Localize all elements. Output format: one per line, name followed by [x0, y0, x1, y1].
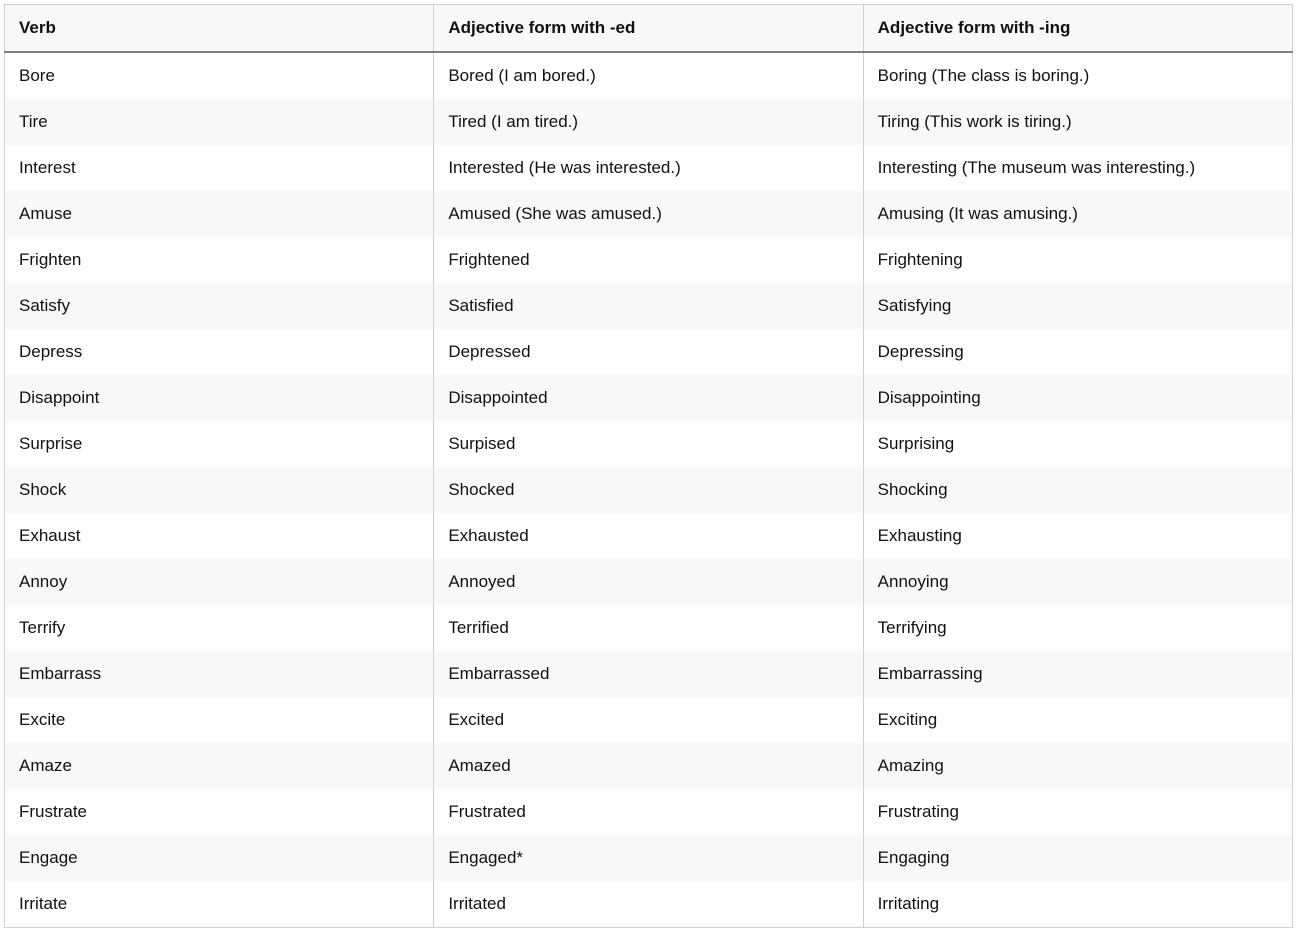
cell-ed: Embarrassed	[434, 651, 863, 697]
cell-ed: Disappointed	[434, 375, 863, 421]
cell-ing: Annoying	[863, 559, 1292, 605]
cell-verb: Satisfy	[5, 283, 434, 329]
column-header-verb: Verb	[5, 5, 434, 53]
cell-ed: Satisfied	[434, 283, 863, 329]
cell-ed: Bored (I am bored.)	[434, 52, 863, 99]
table-row: BoreBored (I am bored.)Boring (The class…	[5, 52, 1293, 99]
cell-ing: Satisfying	[863, 283, 1292, 329]
cell-ed: Irritated	[434, 881, 863, 928]
table-header-row: Verb Adjective form with -ed Adjective f…	[5, 5, 1293, 53]
cell-ed: Frustrated	[434, 789, 863, 835]
cell-verb: Bore	[5, 52, 434, 99]
cell-ing: Frightening	[863, 237, 1292, 283]
cell-ed: Exhausted	[434, 513, 863, 559]
cell-ing: Exhausting	[863, 513, 1292, 559]
cell-verb: Irritate	[5, 881, 434, 928]
cell-ing: Disappointing	[863, 375, 1292, 421]
cell-ed: Frightened	[434, 237, 863, 283]
cell-ing: Shocking	[863, 467, 1292, 513]
cell-ed: Excited	[434, 697, 863, 743]
cell-verb: Amaze	[5, 743, 434, 789]
table-row: DepressDepressedDepressing	[5, 329, 1293, 375]
table-row: SatisfySatisfiedSatisfying	[5, 283, 1293, 329]
cell-verb: Excite	[5, 697, 434, 743]
table-row: AnnoyAnnoyedAnnoying	[5, 559, 1293, 605]
table-row: FrightenFrightenedFrightening	[5, 237, 1293, 283]
table-row: TerrifyTerrifiedTerrifying	[5, 605, 1293, 651]
cell-ing: Engaging	[863, 835, 1292, 881]
cell-ed: Terrified	[434, 605, 863, 651]
cell-verb: Frustrate	[5, 789, 434, 835]
cell-ed: Amazed	[434, 743, 863, 789]
cell-verb: Depress	[5, 329, 434, 375]
table-body: BoreBored (I am bored.)Boring (The class…	[5, 52, 1293, 928]
cell-verb: Annoy	[5, 559, 434, 605]
cell-verb: Exhaust	[5, 513, 434, 559]
cell-ing: Embarrassing	[863, 651, 1292, 697]
cell-ed: Annoyed	[434, 559, 863, 605]
cell-ed: Tired (I am tired.)	[434, 99, 863, 145]
cell-ing: Amusing (It was amusing.)	[863, 191, 1292, 237]
table-row: ShockShockedShocking	[5, 467, 1293, 513]
cell-verb: Amuse	[5, 191, 434, 237]
cell-verb: Shock	[5, 467, 434, 513]
cell-ed: Engaged*	[434, 835, 863, 881]
table-row: DisappointDisappointedDisappointing	[5, 375, 1293, 421]
cell-ed: Depressed	[434, 329, 863, 375]
column-header-ing: Adjective form with -ing	[863, 5, 1292, 53]
table-row: EngageEngaged*Engaging	[5, 835, 1293, 881]
cell-ed: Amused (She was amused.)	[434, 191, 863, 237]
table-row: FrustrateFrustratedFrustrating	[5, 789, 1293, 835]
cell-verb: Engage	[5, 835, 434, 881]
table-row: AmuseAmused (She was amused.)Amusing (It…	[5, 191, 1293, 237]
cell-verb: Terrify	[5, 605, 434, 651]
cell-ed: Shocked	[434, 467, 863, 513]
table-row: TireTired (I am tired.)Tiring (This work…	[5, 99, 1293, 145]
cell-verb: Surprise	[5, 421, 434, 467]
table-row: ExciteExcitedExciting	[5, 697, 1293, 743]
cell-ing: Boring (The class is boring.)	[863, 52, 1292, 99]
cell-ing: Frustrating	[863, 789, 1292, 835]
table-row: SurpriseSurpisedSurprising	[5, 421, 1293, 467]
cell-verb: Frighten	[5, 237, 434, 283]
cell-ing: Exciting	[863, 697, 1292, 743]
cell-verb: Embarrass	[5, 651, 434, 697]
cell-ed: Interested (He was interested.)	[434, 145, 863, 191]
cell-ing: Surprising	[863, 421, 1292, 467]
table-row: AmazeAmazedAmazing	[5, 743, 1293, 789]
cell-verb: Disappoint	[5, 375, 434, 421]
cell-ing: Interesting (The museum was interesting.…	[863, 145, 1292, 191]
cell-ing: Irritating	[863, 881, 1292, 928]
verb-adjective-table: Verb Adjective form with -ed Adjective f…	[4, 4, 1293, 928]
table-row: ExhaustExhaustedExhausting	[5, 513, 1293, 559]
column-header-ed: Adjective form with -ed	[434, 5, 863, 53]
cell-ing: Terrifying	[863, 605, 1292, 651]
cell-ing: Amazing	[863, 743, 1292, 789]
cell-ed: Surpised	[434, 421, 863, 467]
cell-ing: Depressing	[863, 329, 1292, 375]
table-row: InterestInterested (He was interested.)I…	[5, 145, 1293, 191]
table-row: IrritateIrritatedIrritating	[5, 881, 1293, 928]
table-row: EmbarrassEmbarrassedEmbarrassing	[5, 651, 1293, 697]
cell-ing: Tiring (This work is tiring.)	[863, 99, 1292, 145]
cell-verb: Interest	[5, 145, 434, 191]
cell-verb: Tire	[5, 99, 434, 145]
